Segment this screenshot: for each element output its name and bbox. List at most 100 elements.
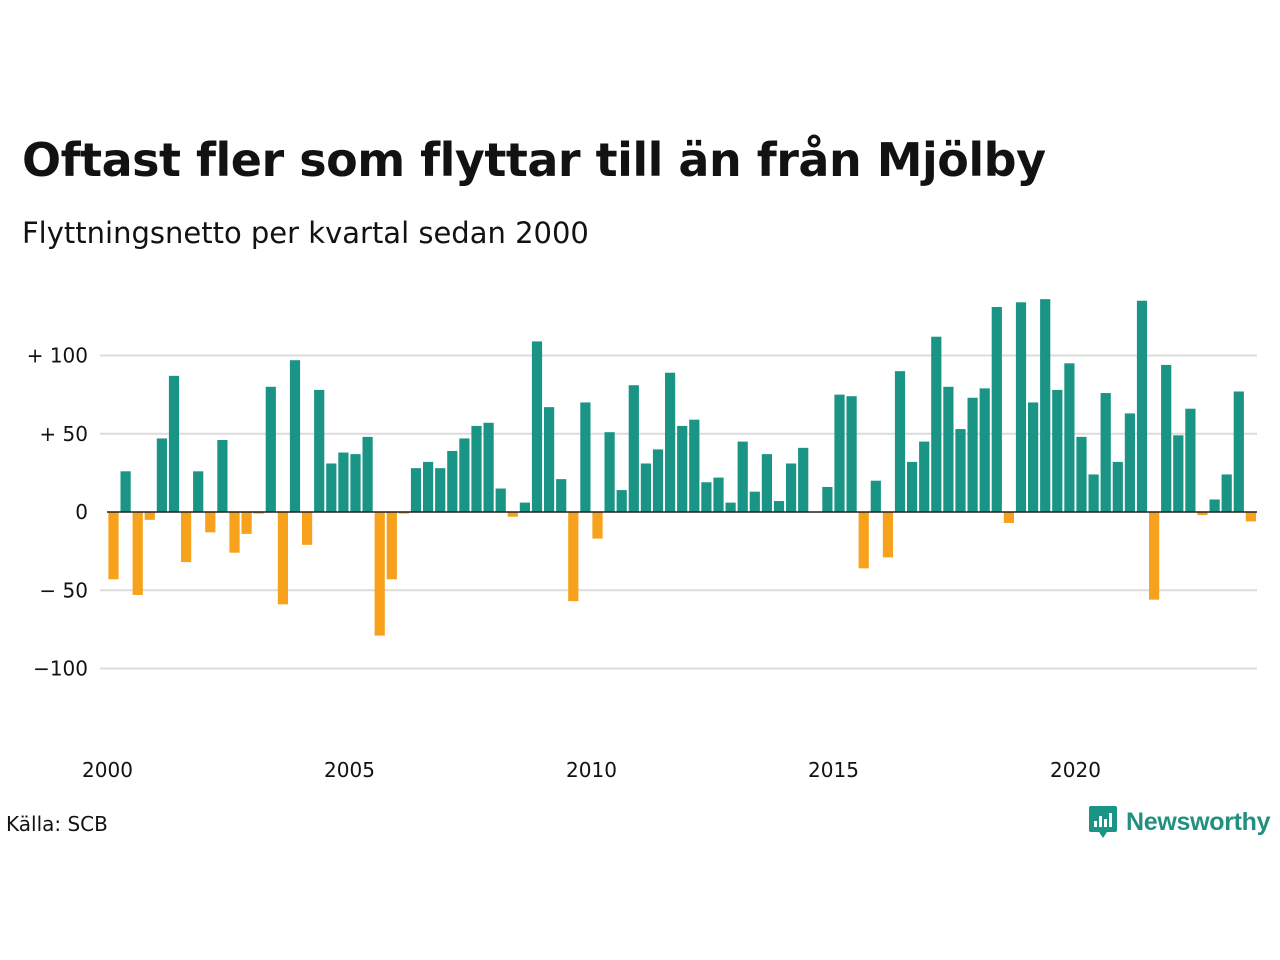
bar [665,372,676,512]
bar [580,402,591,512]
bar [362,436,373,512]
bar [144,512,155,520]
bar [931,336,942,512]
newsworthy-logo-icon [1089,806,1117,838]
bar [677,425,688,512]
bar [398,512,409,514]
bar [168,375,180,512]
bar [786,463,797,512]
bar [568,512,579,602]
bar [737,441,748,512]
bar [410,468,422,512]
bar [701,482,712,512]
bar [858,512,869,569]
bar [1064,363,1075,512]
bar [350,454,361,512]
bar [253,512,264,514]
x-tick-label: 2000 [82,758,133,782]
bar [943,386,954,512]
bar [338,452,349,512]
bar [132,512,143,595]
brand-logo: Newsworthy [1088,804,1271,840]
bar [471,425,482,512]
bar [725,502,736,512]
bar [604,432,615,512]
bar [1112,461,1123,512]
bar [483,422,494,512]
bar [991,306,1002,512]
bar [289,360,301,512]
bar [628,385,639,512]
bar [314,389,325,512]
bar [1015,302,1027,512]
bar [640,463,651,512]
bar [979,388,990,512]
bar [1076,436,1087,512]
bar [689,419,700,512]
bar [495,488,506,512]
bar [108,512,119,580]
bar [652,449,664,512]
bar [967,397,978,512]
bar [1100,393,1111,512]
bar [822,486,833,512]
y-tick-label: + 100 [27,344,88,368]
bar [265,386,276,512]
bar [1028,402,1039,512]
bar [217,440,228,512]
bar [1233,391,1244,512]
bar [1149,512,1160,600]
bar [544,407,555,512]
bar [592,512,603,539]
y-tick-label: 0 [75,500,88,524]
bar [519,502,530,512]
bar [459,438,470,512]
bar [1003,512,1014,523]
x-tick-label: 2020 [1050,758,1101,782]
y-tick-label: + 50 [39,422,88,446]
chart-title: Oftast fler som flyttar till än från Mjö… [22,133,1046,187]
x-tick-label: 2005 [324,758,375,782]
source-label: Källa: SCB [6,812,108,836]
bar [531,341,543,512]
bar [907,461,918,512]
bar [616,490,627,512]
bar [1052,389,1063,512]
chart-subtitle: Flyttningsnetto per kvartal sedan 2000 [22,216,589,250]
bar [955,429,966,512]
bar [120,471,131,512]
bar [749,491,760,512]
bar [882,512,893,558]
bar [834,394,845,512]
bar [919,441,930,512]
bar [894,371,906,512]
bar [1124,413,1135,512]
brand-name: Newsworthy [1126,807,1271,836]
bar [1173,435,1184,512]
bar [277,512,288,605]
bar [435,468,446,512]
bar [556,479,567,512]
bar [302,512,313,545]
bar [1221,474,1232,512]
bar [326,463,337,512]
bar [193,471,204,512]
bar [447,450,458,512]
bar [205,512,216,533]
bar [870,480,881,512]
bar [156,438,167,512]
bar [761,454,772,512]
x-tick-label: 2015 [808,758,859,782]
bar [1136,300,1148,512]
bar [181,512,192,563]
bar [713,477,724,512]
x-tick-label: 2010 [566,758,617,782]
y-axis-ticks: + 100 + 50 0 − 50 −100 [27,344,88,681]
bar [1197,512,1208,516]
y-tick-label: −100 [33,657,88,681]
bar [1245,512,1256,522]
bar [423,461,434,512]
grid-lines [100,354,1257,670]
bar [507,512,518,517]
bar [386,512,397,580]
